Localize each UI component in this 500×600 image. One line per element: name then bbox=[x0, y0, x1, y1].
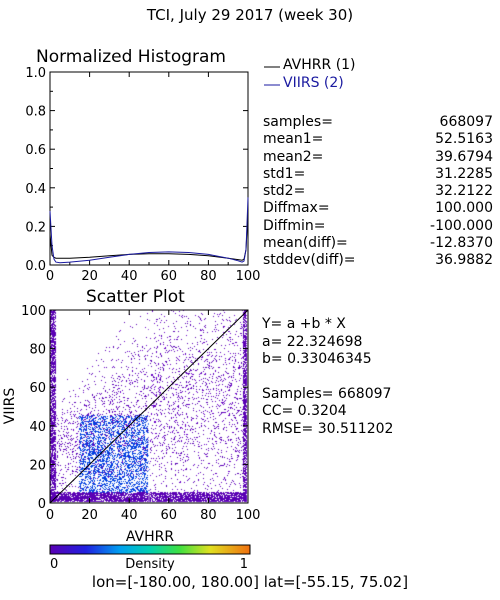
stat-value: -100.000 bbox=[430, 217, 493, 234]
hist-xtick-label: 80 bbox=[200, 269, 217, 284]
scatter-xtick-label: 100 bbox=[236, 508, 261, 523]
stat-row: samples= 668097 bbox=[263, 114, 493, 131]
stat-value: 31.2285 bbox=[435, 165, 493, 182]
stat-label: mean1= bbox=[263, 131, 324, 148]
legend-label-viirs: VIIRS (2) bbox=[283, 75, 344, 91]
regression-rmse: RMSE= 30.511202 bbox=[262, 420, 394, 437]
stat-value: 36.9882 bbox=[435, 252, 493, 269]
stat-row: Diffmin= -100.000 bbox=[263, 218, 493, 235]
scatter-ytick-label: 40 bbox=[29, 420, 46, 435]
hist-ytick-label: 0.8 bbox=[25, 105, 46, 120]
colorbar-gradient bbox=[49, 544, 251, 555]
page-title: TCI, July 29 2017 (week 30) bbox=[146, 6, 354, 24]
regression-equation: Y= a +b * X bbox=[262, 316, 346, 332]
regression-b: b= 0.33046345 bbox=[262, 351, 372, 367]
stat-label: stddev(diff)= bbox=[263, 252, 356, 269]
stat-row: std1= 31.2285 bbox=[263, 166, 493, 183]
stat-value: -12.8370 bbox=[430, 235, 493, 252]
scatter-ylabel: VIIRS bbox=[2, 388, 18, 425]
hist-ytick-label: 0.6 bbox=[25, 143, 46, 158]
colorbar-max: 1 bbox=[240, 557, 248, 572]
colorbar-min: 0 bbox=[50, 557, 58, 572]
stat-value: 52.5163 bbox=[435, 131, 493, 148]
stat-row: mean1= 52.5163 bbox=[263, 131, 493, 148]
stat-label: mean(diff)= bbox=[263, 235, 348, 252]
stat-row: mean(diff)= -12.8370 bbox=[263, 235, 493, 252]
histogram-legend-lines bbox=[264, 66, 280, 86]
scatter-ytick-label: 100 bbox=[21, 304, 46, 319]
hist-ytick-label: 1.0 bbox=[25, 66, 46, 81]
hist-xtick-label: 60 bbox=[161, 269, 178, 284]
scatter-frame bbox=[49, 309, 249, 504]
hist-xtick-label: 40 bbox=[121, 269, 138, 284]
regression-cc: CC= 0.3204 bbox=[262, 403, 347, 419]
viirs-series-line bbox=[49, 197, 249, 264]
stat-label: mean2= bbox=[263, 148, 324, 165]
scatter-xtick-label: 0 bbox=[46, 508, 54, 523]
density-colorbar: 0 Density 1 bbox=[49, 544, 251, 572]
stat-label: Diffmax= bbox=[263, 200, 330, 217]
stat-value: 32.2122 bbox=[435, 183, 493, 200]
histogram-title: Normalized Histogram bbox=[36, 47, 226, 67]
region-info: lon=[-180.00, 180.00] lat=[-55.15, 75.02… bbox=[91, 573, 409, 591]
scatter-ytick-label: 80 bbox=[29, 343, 46, 358]
stat-label: std1= bbox=[263, 165, 306, 182]
stat-value: 100.000 bbox=[435, 200, 493, 217]
regression-samples: Samples= 668097 bbox=[262, 385, 392, 402]
stat-row: Diffmax= 100.000 bbox=[263, 200, 493, 217]
legend-label-avhrr: AVHRR (1) bbox=[283, 57, 356, 73]
stat-row: std2= 32.2122 bbox=[263, 183, 493, 200]
hist-xtick-label: 100 bbox=[236, 269, 261, 284]
scatter-chart: 00 20 20 40 40 60 60 80 80 100 100 AVHRR VIIRS bbox=[2, 304, 261, 545]
hist-ytick-label: 0.4 bbox=[25, 182, 46, 197]
scatter-xtick-label: 60 bbox=[161, 508, 178, 523]
one-to-one-line bbox=[49, 309, 249, 504]
hist-xtick-label: 20 bbox=[81, 269, 98, 284]
scatter-xtick-label: 20 bbox=[81, 508, 98, 523]
scatter-ytick-label: 60 bbox=[29, 381, 46, 396]
hist-ytick-label: 0.2 bbox=[25, 220, 46, 235]
colorbar-label: Density bbox=[125, 557, 175, 572]
stat-row: stddev(diff)= 36.9882 bbox=[263, 252, 493, 269]
hist-ytick-label: 0.0 bbox=[25, 259, 46, 274]
scatter-title: Scatter Plot bbox=[86, 287, 185, 307]
regression-a: a= 22.324698 bbox=[262, 333, 363, 350]
avhrr-series-line bbox=[49, 210, 249, 261]
scatter-xlabel: AVHRR bbox=[126, 529, 175, 545]
scatter-ytick-label: 0 bbox=[38, 497, 46, 512]
scatter-xtick-label: 80 bbox=[200, 508, 217, 523]
scatter-xtick-label: 40 bbox=[121, 508, 138, 523]
hist-xtick-label: 0 bbox=[46, 269, 54, 284]
scatter-ytick-label: 20 bbox=[29, 458, 46, 473]
histogram-chart: 0 20 40 60 80 100 0.0 0.2 0.4 0.6 0.8 1.0 bbox=[25, 66, 261, 284]
histogram-frame bbox=[49, 71, 249, 266]
stat-row: mean2= 39.6794 bbox=[263, 149, 493, 166]
stat-label: samples= bbox=[263, 114, 333, 130]
stat-label: Diffmin= bbox=[263, 217, 326, 234]
regression-info: Y= a +b * X a= 22.324698 b= 0.33046345 S… bbox=[262, 316, 393, 438]
stat-label: std2= bbox=[263, 183, 306, 200]
histogram-stats: samples= 668097 mean1= 52.5163 mean2= 39.67… bbox=[263, 114, 493, 270]
stat-value: 39.6794 bbox=[435, 148, 493, 165]
stat-value: 668097 bbox=[439, 114, 493, 130]
